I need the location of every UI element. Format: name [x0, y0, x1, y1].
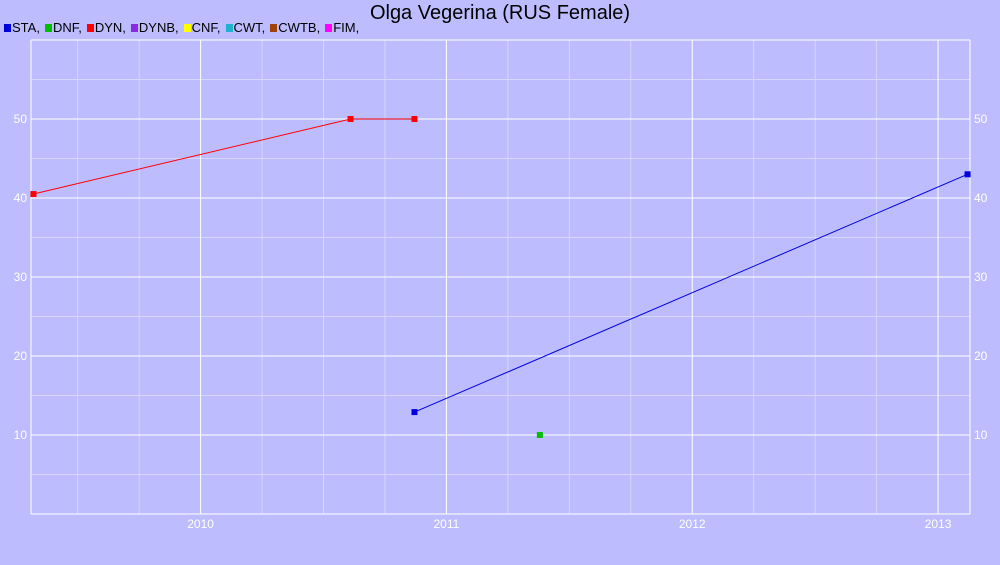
x-tick-label: 2011	[434, 517, 460, 531]
legend-item-fim: FIM,	[325, 21, 359, 35]
legend-swatch	[183, 24, 191, 32]
grid	[31, 40, 970, 514]
series-line-dyn	[33, 118, 415, 195]
data-point-sta	[411, 409, 418, 416]
y-tick-label-right: 30	[974, 270, 988, 284]
legend-label: DYN,	[94, 20, 126, 35]
legend-swatch	[86, 24, 94, 32]
y-tick-label-right: 50	[974, 112, 988, 126]
legend-label: CWTB,	[278, 20, 321, 35]
data-point-dnf	[536, 432, 543, 438]
legend-swatch	[225, 24, 233, 32]
chart-title: Olga Vegerina (RUS Female)	[369, 2, 631, 24]
legend-label: CNF,	[191, 20, 221, 35]
legend-label: FIM,	[333, 20, 360, 35]
legend-swatch	[44, 24, 52, 32]
y-tick-label-left: 20	[14, 349, 28, 363]
series-layer	[30, 116, 971, 438]
y-tick-label-right: 20	[974, 349, 988, 363]
legend-item-cnf: CNF,	[183, 20, 221, 35]
legend-item-cwt: CWT,	[225, 20, 266, 35]
data-point-dyn	[347, 116, 354, 122]
y-tick-label-left: 40	[14, 191, 28, 205]
data-point-dyn	[411, 116, 418, 122]
y-tick-label-right: 40	[974, 191, 988, 205]
y-tick-label-left: 10	[14, 428, 28, 442]
legend-swatch	[325, 24, 333, 32]
x-tick-label: 2012	[679, 517, 706, 531]
legend-swatch	[130, 24, 138, 32]
axes	[30, 39, 971, 515]
series-line-sta	[414, 173, 968, 413]
legend-item-dyn: DYN,	[86, 20, 126, 35]
y-tick-label-left: 50	[14, 112, 28, 126]
tick-labels: 2010 2011 2012 2013 10 10 20 20 30 30 40 40 50 50	[14, 112, 988, 531]
legend-swatch	[4, 24, 11, 32]
legend-item-dnf: DNF,	[44, 20, 82, 35]
legend-item-sta: STA,	[4, 21, 40, 35]
legend-swatch	[270, 24, 278, 32]
data-point-sta	[964, 171, 971, 178]
x-tick-label: 2013	[925, 517, 952, 531]
legend: STA, DNF, DYN, DYNB, CNF, CWT, CWTB, FIM,	[4, 21, 364, 35]
legend-label: CWT,	[233, 20, 266, 35]
y-tick-label-right: 10	[974, 428, 988, 442]
legend-item-cwtb: CWTB,	[270, 21, 320, 35]
legend-item-dynb: DYNB,	[130, 20, 179, 35]
x-tick-label: 2010	[187, 517, 214, 531]
legend-label: DNF,	[52, 20, 82, 35]
data-point-dyn	[30, 191, 37, 198]
legend-label: DYNB,	[138, 20, 179, 35]
legend-label: STA,	[12, 20, 40, 35]
y-tick-label-left: 30	[14, 270, 28, 284]
